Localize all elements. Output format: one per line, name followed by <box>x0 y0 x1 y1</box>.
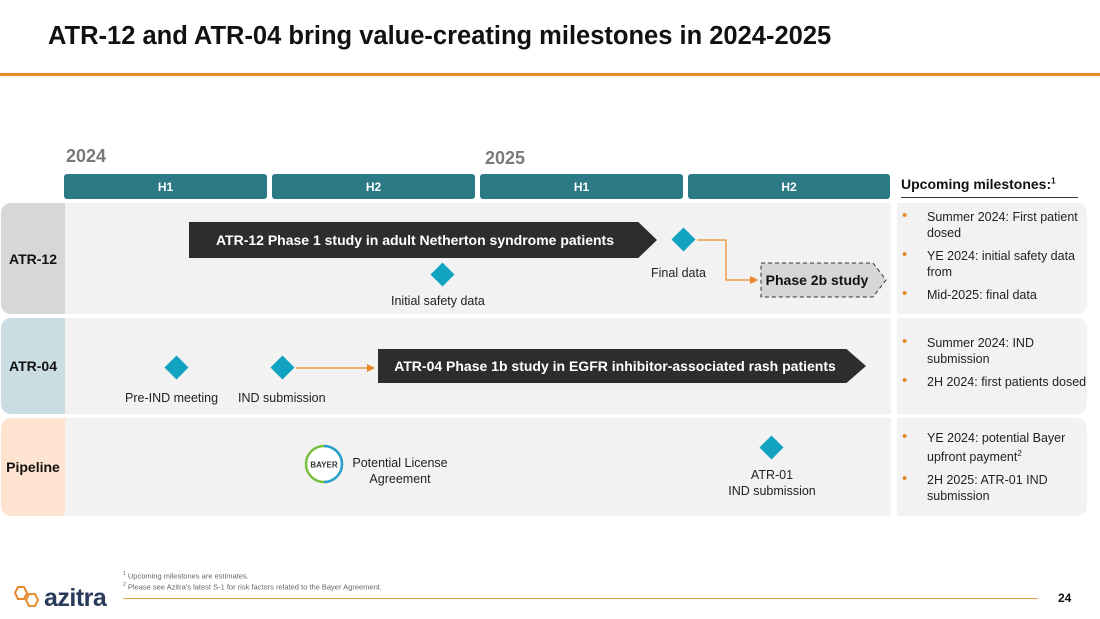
bayer-logo-letters: BAYER <box>304 444 344 484</box>
list-item: Mid-2025: final data <box>901 286 1087 303</box>
bayer-logo: BAYER <box>304 444 344 484</box>
atr12-connector <box>697 239 759 285</box>
license-agreement-label: Potential License Agreement <box>352 456 448 486</box>
ind-submission-label: IND submission <box>238 391 326 405</box>
list-item: YE 2024: potential Bayer upfront payment… <box>901 429 1087 465</box>
atr12-milestone-list: Summer 2024: First patient dosed YE 2024… <box>901 208 1087 310</box>
pipeline-row <box>1 418 891 516</box>
list-item: 2H 2024: first patients dosed <box>901 373 1087 390</box>
list-item: Summer 2024: First patient dosed <box>901 208 1087 241</box>
atr04-study-bar: ATR-04 Phase 1b study in EGFR inhibitor-… <box>378 349 866 383</box>
phase2b-shape <box>760 262 887 298</box>
page-title: ATR-12 and ATR-04 bring value-creating m… <box>48 22 832 50</box>
year-2025: 2025 <box>485 148 526 168</box>
upcoming-heading: Upcoming milestones:1 <box>901 176 1056 192</box>
azitra-logo-icon <box>12 584 44 610</box>
footnote-1: 1 Upcoming milestones are estimates. <box>123 571 249 581</box>
footer-divider <box>123 598 1038 599</box>
year-2024: 2024 <box>66 146 107 166</box>
list-item: YE 2024: initial safety data from <box>901 247 1087 280</box>
list-item: 2H 2025: ATR-01 IND submission <box>901 471 1087 504</box>
final-data-label: Final data <box>651 266 706 280</box>
period-2025-h2: H2 <box>688 174 890 199</box>
upcoming-underline <box>901 197 1078 198</box>
period-2025-h1: H1 <box>480 174 683 199</box>
phase2b-label: Phase 2b study <box>765 271 869 288</box>
period-2024-h2: H2 <box>272 174 475 199</box>
list-item: Summer 2024: IND submission <box>901 334 1087 367</box>
footnote-2: 2 Please see Azitra's latest S-1 for ris… <box>123 582 382 592</box>
atr12-label: ATR-12 <box>1 203 65 314</box>
title-divider <box>0 73 1100 76</box>
atr04-milestone-list: Summer 2024: IND submission 2H 2024: fir… <box>901 334 1087 397</box>
period-2024-h1: H1 <box>64 174 267 199</box>
page-number: 24 <box>1058 591 1072 605</box>
pipeline-label: Pipeline <box>1 418 65 516</box>
atr12-study-bar: ATR-12 Phase 1 study in adult Netherton … <box>189 222 657 258</box>
pre-ind-label: Pre-IND meeting <box>125 391 219 405</box>
svg-text:BAYER: BAYER <box>310 461 337 470</box>
atr01-label: ATR-01 IND submission <box>728 468 816 498</box>
atr12-row <box>1 203 891 314</box>
pipeline-milestone-list: YE 2024: potential Bayer upfront payment… <box>901 429 1087 511</box>
azitra-logo-text: azitra <box>44 584 107 612</box>
initial-safety-label: Initial safety data <box>391 294 485 308</box>
atr04-label: ATR-04 <box>1 318 65 414</box>
